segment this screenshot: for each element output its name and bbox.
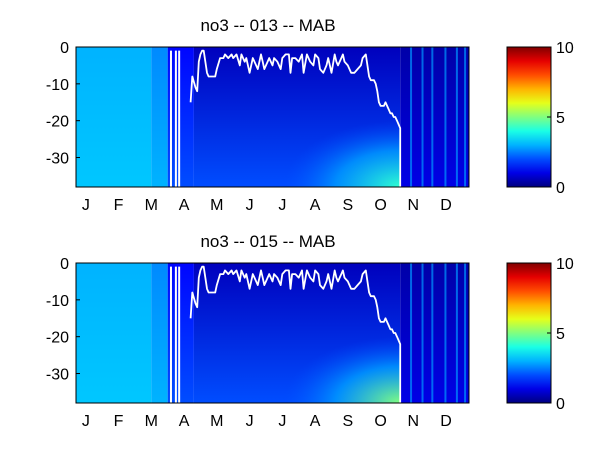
heatmap-streak (421, 47, 424, 187)
colorbar-tick-label: 10 (556, 40, 574, 57)
colorbar-tick-label: 0 (556, 396, 565, 413)
colorbar-tick-label: 10 (556, 256, 574, 273)
y-tick-label: -30 (46, 151, 69, 168)
x-tick-label: S (342, 413, 353, 430)
x-tick-label: J (82, 197, 90, 214)
heatmap-cell (151, 47, 168, 187)
heatmap-plot (76, 47, 469, 187)
heatmap-high-value-region (282, 120, 401, 187)
x-tick-label: A (310, 413, 321, 430)
colorbar-scale (506, 262, 552, 404)
heatmap-streak (421, 263, 424, 403)
heatmap-streak (444, 47, 447, 187)
x-tick-label: N (408, 413, 420, 430)
heatmap-streak (431, 263, 434, 403)
chart-title: no3 -- 015 -- MAB (200, 232, 335, 251)
heatmap-cell (76, 263, 152, 403)
colorbar-scale (506, 46, 552, 188)
mixed-layer-line (189, 265, 402, 403)
y-tick-label: 0 (60, 40, 69, 57)
y-tick-label: -10 (46, 293, 69, 310)
heatmap-cell (151, 263, 168, 403)
heatmap-streak (464, 47, 467, 187)
heatmap-streak (444, 263, 447, 403)
x-tick-label: M (145, 413, 158, 430)
y-tick-label: -20 (46, 114, 69, 131)
heatmap-streak (464, 263, 467, 403)
x-tick-label: O (374, 197, 386, 214)
x-tick-label: A (310, 197, 321, 214)
x-tick-label: D (440, 413, 452, 430)
x-tick-label: A (179, 197, 190, 214)
heatmap-plot (76, 263, 469, 403)
x-tick-label: A (179, 413, 190, 430)
y-axis-ticks: 0 -10 -20 -30 (46, 256, 80, 384)
y-tick-label: -30 (46, 367, 69, 384)
heatmap-streak (410, 47, 413, 187)
x-tick-label: M (210, 197, 223, 214)
colorbar-tick-label: 5 (556, 110, 565, 127)
x-tick-label: J (246, 197, 254, 214)
x-tick-label: J (278, 413, 286, 430)
x-tick-label: N (408, 197, 420, 214)
heatmap-cell (167, 47, 194, 187)
colorbar-tick-label: 0 (556, 180, 565, 197)
heatmap-streak (455, 263, 458, 403)
heatmap-cell (167, 263, 194, 403)
x-tick-label: D (440, 197, 452, 214)
plot-frame (75, 262, 470, 404)
heatmap-streak (455, 47, 458, 187)
x-tick-label: J (278, 197, 286, 214)
heatmap-streak (410, 263, 413, 403)
y-tick-label: -20 (46, 330, 69, 347)
y-tick-label: 0 (60, 256, 69, 273)
heatmap-streak (431, 47, 434, 187)
colorbar: 0 5 10 (506, 40, 574, 197)
heatmap-high-value-region (282, 336, 401, 403)
x-tick-label: M (145, 197, 158, 214)
x-tick-label: M (210, 413, 223, 430)
x-tick-label: J (82, 413, 90, 430)
x-tick-label: F (114, 197, 124, 214)
x-tick-label: F (114, 413, 124, 430)
y-axis-ticks: 0 -10 -20 -30 (46, 40, 80, 168)
y-tick-label: -10 (46, 77, 69, 94)
chart-panel-015: no3 -- 015 -- MAB J F M A M J J A S O N D 0 -10 -20 -3… (46, 232, 574, 430)
mixed-layer-line (189, 49, 402, 187)
x-tick-label: S (342, 197, 353, 214)
colorbar-tick-label: 5 (556, 326, 565, 343)
plot-frame (75, 46, 470, 188)
x-tick-label: J (246, 413, 254, 430)
colorbar: 0 5 10 (506, 256, 574, 413)
chart-panel-013: no3 -- 013 -- MAB J F M A M J J A S O N D 0 -10 -20 -3… (46, 16, 574, 214)
chart-title: no3 -- 013 -- MAB (200, 16, 335, 35)
heatmap-cell (76, 47, 152, 187)
x-tick-label: O (374, 413, 386, 430)
